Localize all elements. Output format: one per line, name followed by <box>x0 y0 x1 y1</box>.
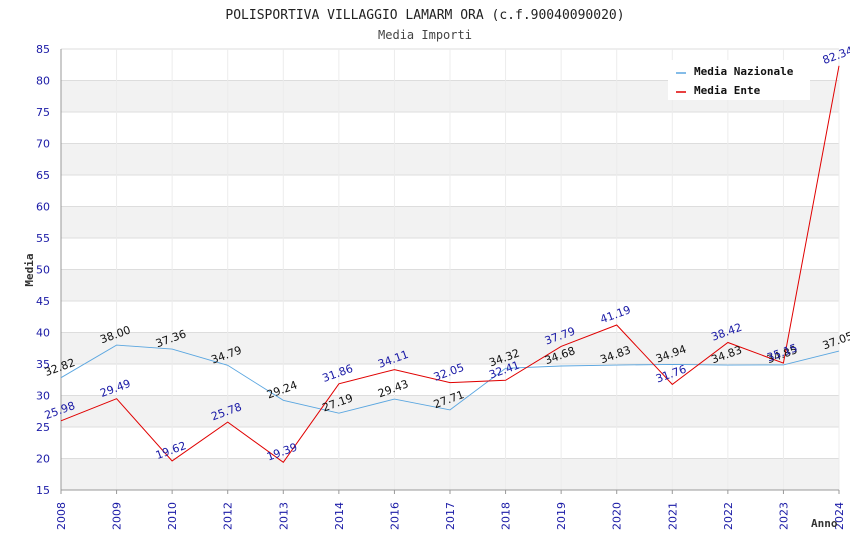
x-tick-label: 2022 <box>722 502 735 530</box>
x-tick-label: 2017 <box>444 502 457 530</box>
y-tick-label: 45 <box>36 295 50 308</box>
legend-label-ente: Media Ente <box>694 84 761 97</box>
legend-label-nazionale: Media Nazionale <box>694 65 794 78</box>
y-tick-label: 75 <box>36 106 50 119</box>
y-axis-ticks: 15 20 25 30 35 40 45 50 55 60 65 70 75 80 85 <box>36 43 50 497</box>
x-tick-label: 2010 <box>166 502 179 530</box>
y-tick-label: 15 <box>36 484 50 497</box>
data-label-ente: 31.76 <box>654 363 688 386</box>
x-tick-label: 2014 <box>333 502 346 530</box>
data-label-ente: 82.34 <box>821 44 850 67</box>
y-tick-label: 55 <box>36 232 50 245</box>
x-tick-label: 2016 <box>388 502 401 530</box>
y-tick-label: 65 <box>36 169 50 182</box>
legend: Media Nazionale Media Ente <box>668 60 810 100</box>
y-tick-label: 35 <box>36 358 50 371</box>
x-tick-label: 2013 <box>277 502 290 530</box>
x-tick-label: 2018 <box>500 502 513 530</box>
x-tick-label: 2021 <box>666 502 679 530</box>
x-tick-label: 2009 <box>111 502 124 530</box>
chart-title: POLISPORTIVA VILLAGGIO LAMARM ORA (c.f.9… <box>225 8 624 23</box>
series-line-nazionale <box>60 344 840 414</box>
y-tick-label: 30 <box>36 390 50 403</box>
y-tick-label: 25 <box>36 421 50 434</box>
x-axis-ticks: 2008 2009 2010 2012 2013 2014 2016 2017 2018 2019… <box>55 490 846 530</box>
x-tick-label: 2020 <box>611 502 624 530</box>
x-axis-label: Anno <box>811 517 838 530</box>
y-tick-label: 50 <box>36 264 50 277</box>
x-tick-label: 2024 <box>833 502 846 530</box>
series-line-ente <box>60 65 840 464</box>
x-tick-label: 2008 <box>55 502 68 530</box>
y-tick-label: 85 <box>36 43 50 56</box>
data-label-ente: 41.19 <box>598 303 632 326</box>
series-lines <box>60 65 840 464</box>
y-tick-label: 40 <box>36 327 50 340</box>
x-tick-label: 2012 <box>222 502 235 530</box>
y-tick-label: 70 <box>36 138 50 151</box>
x-tick-label: 2019 <box>555 502 568 530</box>
chart-subtitle: Media Importi <box>378 28 472 42</box>
y-axis-label: Media <box>23 253 36 286</box>
y-tick-label: 80 <box>36 75 50 88</box>
y-tick-label: 60 <box>36 201 50 214</box>
y-tick-label: 20 <box>36 453 50 466</box>
legend-box <box>668 60 810 100</box>
x-tick-label: 2023 <box>777 502 790 530</box>
